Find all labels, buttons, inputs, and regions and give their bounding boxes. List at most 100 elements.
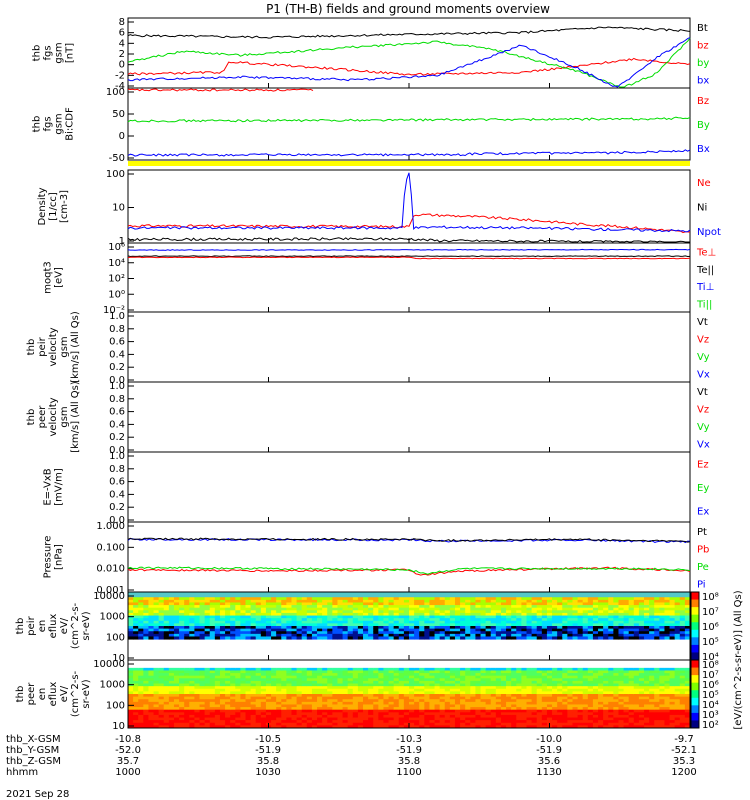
y-axis-label: peer: [26, 682, 37, 706]
legend-entry: Ne: [697, 178, 711, 189]
y-axis-label: peir: [26, 615, 37, 635]
y-tick-label: 10: [112, 653, 125, 664]
legend-entry: Bt: [697, 23, 708, 34]
panel-frame: [127, 311, 691, 383]
y-tick-label: 0.4: [109, 349, 125, 360]
y-tick-label: 10⁻²: [103, 305, 125, 316]
y-tick-label: 1000: [100, 680, 125, 691]
y-axis-label: fgs: [43, 45, 54, 60]
series-line: [127, 537, 691, 543]
y-tick-label: 50: [112, 109, 125, 120]
series-line: [127, 566, 691, 576]
legend-entry: Te||: [696, 265, 714, 276]
panel-10: 10000 1000 100 10 thb peer en eflux eV/(cm^2-s-s…: [15, 659, 691, 732]
legend-entry: by: [697, 58, 709, 69]
legend-entry: Ti||: [696, 299, 712, 310]
y-tick-label: 0.6: [109, 477, 125, 488]
panel-frame: [127, 87, 691, 161]
y-tick-label: 10: [112, 721, 125, 732]
y-tick-label: 0.0: [109, 375, 125, 386]
ephemeris-value: -10.3: [396, 734, 422, 745]
y-tick-label: 10⁶: [108, 242, 125, 253]
panel-2: 100 50 0 -50 thb fgs gsm Bi:CDF Bz By Bx: [32, 87, 710, 166]
y-axis-label: eV/: [59, 685, 70, 702]
y-axis-label: [km/s] (All Qs): [70, 381, 81, 453]
series-line: [127, 149, 691, 157]
ephemeris-value: 35.3: [673, 756, 695, 767]
y-tick-label: 0.001: [96, 585, 125, 596]
series-line: [127, 37, 691, 88]
date-label: 2021 Sep 28: [6, 789, 69, 800]
y-axis-label: (cm^2-s-: [70, 602, 81, 649]
ephemeris-row-label: thb_Z-GSM: [6, 756, 61, 767]
ephemeris-value: -10.8: [115, 734, 141, 745]
ephemeris-value: -51.9: [536, 745, 562, 756]
ephemeris-value: -10.5: [255, 734, 281, 745]
y-tick-label: 0.8: [109, 324, 125, 335]
y-tick-label: 4: [119, 38, 125, 49]
y-tick-label: 10²: [108, 274, 125, 285]
y-tick-label: 8: [119, 17, 125, 28]
y-axis-label: eflux: [48, 682, 59, 707]
y-tick-label: 0.8: [109, 464, 125, 475]
colorbar-segment: [691, 697, 699, 706]
y-tick-label: 0.8: [109, 394, 125, 405]
y-tick-label: 0.2: [109, 432, 125, 443]
colorbar-label: [eV/(cm^2-s-sr-eV)] (All Qs): [733, 590, 744, 729]
series-line: [127, 57, 691, 76]
series-line: [127, 88, 314, 92]
series-line: [127, 37, 691, 88]
series-line: [127, 248, 691, 251]
y-axis-label: thb: [15, 618, 26, 635]
colorbar-frame: [690, 659, 700, 729]
y-axis-label: velocity: [48, 397, 59, 436]
legend-entry: Vt: [697, 387, 708, 398]
y-axis-label: en: [37, 620, 48, 633]
legend-entry: Vz: [697, 334, 709, 345]
colorbar-tick-label: 10⁶: [702, 680, 719, 691]
colorbar-segment: [691, 599, 699, 608]
legend-entry: Ti⊥: [696, 282, 714, 293]
colorbar-segment: [691, 660, 699, 669]
ephemeris-value: -51.9: [255, 745, 281, 756]
colorbar-segment: [691, 682, 699, 691]
series-line: [127, 172, 691, 233]
legend-entry: Vt: [697, 317, 708, 328]
y-axis-label: E=-VxB: [43, 468, 54, 505]
series-line: [127, 255, 691, 258]
legend-entry: Bz: [697, 96, 709, 107]
y-axis-label: [nPa]: [54, 544, 65, 570]
y-axis-label: eV/: [59, 617, 70, 634]
panel-6: 1.0 0.8 0.60.4 0.2 0.0 thb peer velocity gsm [km/…: [26, 381, 710, 456]
colorbar-segment: [691, 614, 699, 623]
spectro-cell: [128, 660, 134, 664]
colorbar-segment: [691, 629, 699, 638]
y-tick-label: -50: [109, 153, 125, 164]
y-tick-label: 0.6: [109, 407, 125, 418]
colorbar-tick-label: 10³: [702, 710, 719, 721]
y-tick-label: 100: [106, 87, 125, 98]
spectro-cell: [128, 592, 134, 596]
series-line: [127, 26, 691, 39]
y-axis-label: moqt3: [43, 261, 54, 294]
legend-entry: Npot: [697, 227, 721, 238]
ephemeris-value: -51.9: [396, 745, 422, 756]
ephemeris-value: 35.8: [398, 756, 420, 767]
quality-flag-bar: [128, 161, 690, 166]
y-tick-label: 0.4: [109, 419, 125, 430]
series-line: [127, 237, 690, 243]
panel-frame: [127, 451, 691, 523]
y-axis-label: gsm: [54, 113, 65, 134]
y-tick-label: 100: [106, 169, 125, 180]
colorbar-segment: [691, 705, 699, 714]
legend-entry: Ni: [697, 203, 707, 214]
legend-entry: Vy: [697, 352, 710, 363]
y-tick-label: 1.0: [109, 311, 125, 322]
y-tick-label: -4: [115, 81, 125, 92]
y-tick-label: 2: [119, 49, 125, 60]
y-tick-label: 0: [119, 131, 125, 142]
ephemeris-row-label: hhmm: [6, 767, 38, 778]
colorbar-tick-label: 10⁸: [702, 660, 719, 671]
